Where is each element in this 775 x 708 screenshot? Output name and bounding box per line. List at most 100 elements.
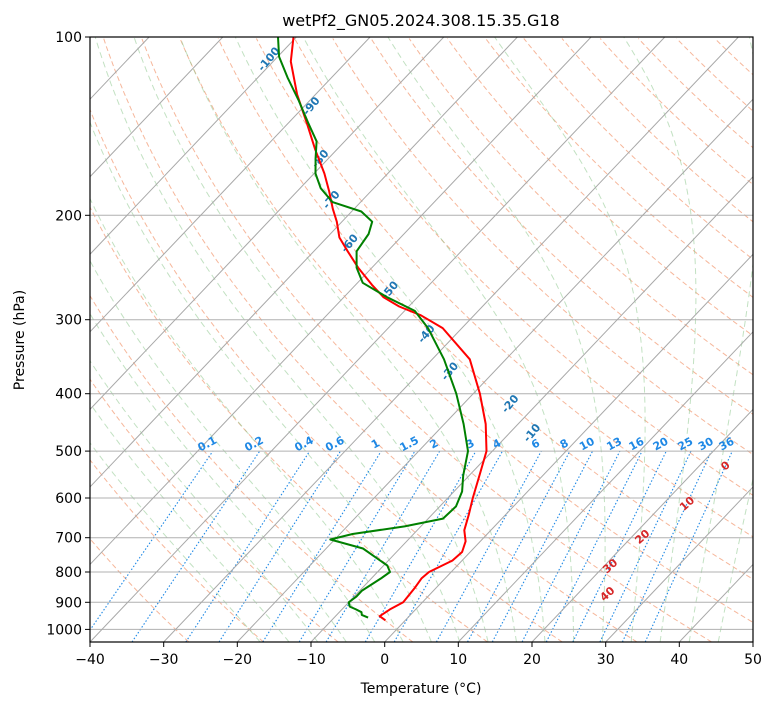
- moist-adiabat-line: [387, 37, 606, 642]
- isotherm-gridline: [90, 37, 224, 178]
- isotherm-gridline: [310, 176, 753, 642]
- x-tick-label: 30: [597, 652, 615, 668]
- mixing-ratio-line: [90, 450, 214, 632]
- dry-adiabat-line: [294, 38, 753, 496]
- dry-adiabat-line: [485, 38, 753, 298]
- isotherm-gridline: [90, 37, 592, 566]
- skewed-isotherms: [90, 37, 753, 642]
- y-tick-label: 100: [55, 30, 82, 46]
- moist-adiabats: [90, 37, 753, 642]
- x-tick-label: −10: [296, 652, 326, 668]
- profile-series: [277, 37, 488, 622]
- x-tick-label: 10: [449, 652, 467, 668]
- mixing-ratio-line: [298, 450, 416, 642]
- dry-adiabat-line: [332, 38, 753, 456]
- isotherm-gridline: [90, 37, 371, 333]
- x-tick-label: 40: [670, 652, 688, 668]
- y-tick-label: 800: [55, 565, 82, 581]
- mixing-ratio-line: [218, 450, 341, 642]
- mixing-ratio-line: [599, 450, 692, 642]
- isotherm-gridline: [90, 37, 445, 411]
- moist-adiabat-line: [90, 359, 319, 642]
- profile-line: [277, 37, 469, 619]
- moist-adiabat-line: [302, 37, 575, 642]
- dry-adiabat-line: [599, 38, 753, 186]
- dry-adiabat-line: [408, 38, 753, 376]
- mixing-ratio-line: [435, 450, 542, 642]
- dry-adiabat-line: [90, 206, 488, 642]
- moist-adiabat-line: [90, 312, 347, 642]
- mixing-ratio-line: [185, 450, 311, 642]
- isotherm-gridline: [384, 253, 753, 642]
- profile-line: [289, 37, 488, 622]
- y-tick-label: 600: [55, 491, 82, 507]
- mixing-ratio-lines: [90, 450, 733, 642]
- x-tick-label: −40: [75, 652, 105, 668]
- dry-adiabats: [90, 38, 753, 642]
- plot-area: 0.1 0.2 0.4 0.6 1 1.5 2 3 4 6 8 10 13 16 20 25 30 36-100-…: [90, 37, 753, 642]
- mixing-ratio-label: 20: [651, 435, 671, 454]
- x-tick-label: −20: [223, 652, 253, 668]
- dry-adiabat-line: [90, 459, 264, 642]
- isotherm-gridline: [90, 37, 297, 256]
- mixing-ratio-label: 36: [717, 435, 737, 454]
- moist-adiabat-line: [90, 120, 432, 642]
- moist-adiabat-line: [90, 259, 376, 642]
- mixing-ratio-label: 25: [676, 435, 696, 454]
- mixing-ratio-label: 13: [604, 435, 624, 454]
- moist-adiabat-line: [688, 37, 753, 642]
- isotherm-gridline: [90, 37, 518, 488]
- moist-adiabat-line: [494, 37, 646, 642]
- x-axis: −40 −30 −20 −10 0 10 20 30 40 50: [75, 642, 762, 668]
- dry-adiabat-line: [90, 538, 190, 642]
- isotherm-gridline: [605, 486, 753, 642]
- dry-adiabat-line: [179, 38, 753, 623]
- mixing-ratio-line: [262, 450, 382, 642]
- moist-adiabat-line: [717, 476, 753, 642]
- dry-adiabat-line: [103, 38, 638, 642]
- y-tick-label: 700: [55, 531, 82, 547]
- y-axis: 100 200 300 400 500 600 700 800 900 1000: [46, 30, 90, 638]
- mixing-ratio-label: 16: [627, 435, 647, 454]
- y-tick-label: 400: [55, 387, 82, 403]
- moist-adiabat-line: [179, 37, 517, 642]
- x-tick-label: −30: [149, 652, 179, 668]
- mixing-ratio-line: [491, 450, 594, 642]
- mixing-ratio-line: [572, 450, 667, 642]
- mixing-ratio-label: 30: [696, 435, 716, 454]
- mixing-ratio-line: [467, 450, 571, 642]
- chart-title: wetPf2_GN05.2024.308.15.35.G18: [282, 11, 560, 31]
- mixing-ratio-line: [521, 450, 621, 642]
- moist-adiabat-line: [90, 402, 290, 642]
- moist-adiabat-line: [234, 37, 546, 642]
- dry-adiabat-line: [217, 38, 753, 580]
- dry-adiabat-line: [90, 108, 563, 642]
- x-tick-label: 50: [744, 652, 762, 668]
- dry-adiabat-line: [370, 38, 753, 415]
- isotherm-gridline: [531, 408, 753, 642]
- mixing-ratio-line: [621, 450, 712, 642]
- isotherm-gridline: [90, 37, 666, 642]
- y-tick-label: 1000: [46, 622, 82, 638]
- y-axis-title: Pressure (hPa): [12, 290, 28, 390]
- x-tick-label: 0: [380, 652, 389, 668]
- y-tick-label: 300: [55, 313, 82, 329]
- isotherm-gridline: [457, 331, 753, 642]
- dry-adiabat-line: [255, 38, 753, 538]
- dry-adiabat-line: [523, 38, 753, 260]
- moist-adiabat-line: [94, 37, 461, 642]
- y-tick-label: 900: [55, 595, 82, 611]
- mixing-ratio-label: 10: [577, 435, 597, 454]
- x-tick-label: 20: [523, 652, 541, 668]
- dry-adiabat-line: [90, 294, 414, 642]
- y-tick-label: 500: [55, 444, 82, 460]
- x-axis-title: Temperature (°C): [360, 681, 482, 697]
- moist-adiabat-line: [133, 37, 489, 642]
- isotherm-gridline: [163, 37, 739, 642]
- y-tick-label: 200: [55, 208, 82, 224]
- moist-adiabat-line: [623, 37, 697, 642]
- mixing-ratio-line: [393, 450, 503, 642]
- plot-frame: [89, 36, 754, 643]
- moist-adiabat-line: [90, 197, 404, 642]
